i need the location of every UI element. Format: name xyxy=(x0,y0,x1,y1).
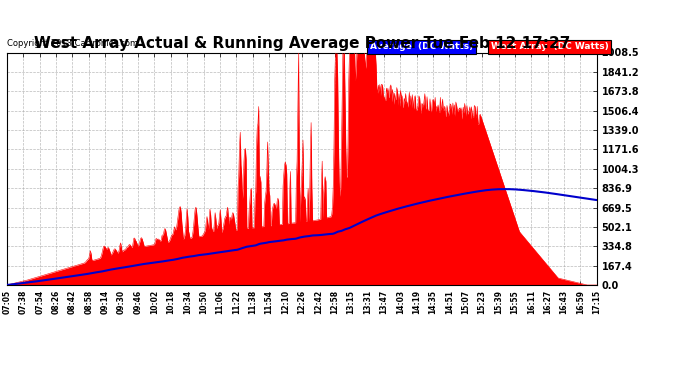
Text: Average  (DC Watts): Average (DC Watts) xyxy=(370,42,473,51)
Text: Copyright 2013 Cartronics.com: Copyright 2013 Cartronics.com xyxy=(7,39,138,48)
Title: West Array Actual & Running Average Power Tue Feb 12 17:27: West Array Actual & Running Average Powe… xyxy=(34,36,570,51)
Text: West Array  (DC Watts): West Array (DC Watts) xyxy=(491,42,609,51)
